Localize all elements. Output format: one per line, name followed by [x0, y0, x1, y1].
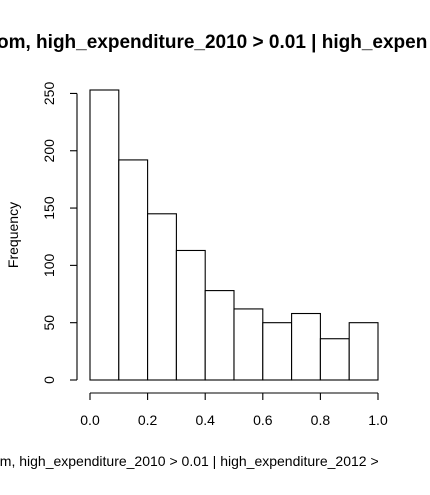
x-axis: 0.0 0.2 0.4 0.6 0.8 1.0 [80, 392, 388, 428]
histogram-bar-8 [319, 338, 350, 381]
x-tick-label-0: 0.0 [80, 412, 100, 428]
histogram-bar-1 [118, 159, 149, 381]
histogram-bar-2 [147, 213, 177, 381]
histogram-bar-5 [233, 308, 264, 381]
y-tick-label-3: 150 [41, 196, 57, 220]
y-tick-label-5: 250 [41, 82, 57, 106]
bars-layer [89, 89, 379, 381]
x-tick-label-1: 0.2 [138, 412, 158, 428]
x-tick-label-5: 1.0 [368, 412, 388, 428]
y-tick-label-2: 100 [41, 253, 57, 277]
x-tick-label-3: 0.6 [253, 412, 273, 428]
histogram-bar-9 [348, 322, 379, 381]
histogram-bar-0 [89, 89, 120, 381]
y-tick-label-4: 200 [41, 139, 57, 163]
x-tick-label-2: 0.4 [195, 412, 215, 428]
x-axis-label: om, high_expenditure_2010 > 0.01 | high_… [0, 453, 379, 469]
chart-title: om, high_expenditure_2010 > 0.01 | high_… [0, 32, 427, 53]
histogram-bar-4 [204, 290, 235, 381]
x-tick-label-4: 0.8 [311, 412, 331, 428]
y-tick-label-0: 0 [41, 376, 57, 384]
y-axis: 0 50 100 150 200 250 [41, 82, 78, 384]
histogram-bar-3 [175, 249, 206, 381]
y-tick-label-1: 50 [41, 315, 57, 331]
histogram-bar-7 [291, 312, 321, 381]
histogram-bar-6 [262, 322, 293, 381]
y-axis-label: Frequency [5, 202, 21, 268]
